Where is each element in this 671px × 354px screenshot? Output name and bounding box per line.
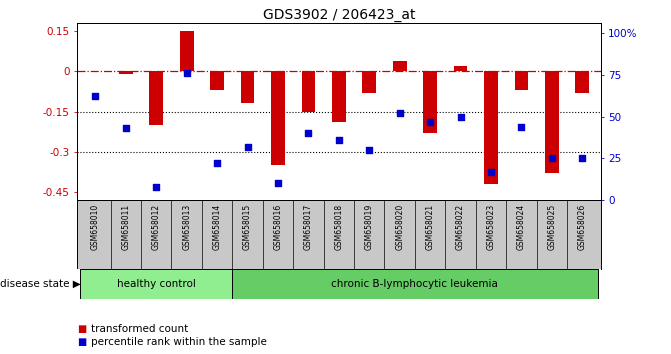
Point	[90, 94, 101, 99]
Point	[395, 110, 405, 116]
Point	[516, 124, 527, 129]
Title: GDS3902 / 206423_at: GDS3902 / 206423_at	[262, 8, 415, 22]
Text: GSM658016: GSM658016	[274, 204, 282, 250]
Text: GSM658024: GSM658024	[517, 204, 526, 250]
Text: GSM658014: GSM658014	[213, 204, 221, 250]
Point	[181, 70, 192, 76]
Text: GSM658022: GSM658022	[456, 204, 465, 250]
Text: GSM658013: GSM658013	[183, 204, 191, 250]
Text: GSM658015: GSM658015	[243, 204, 252, 250]
Text: GSM658011: GSM658011	[121, 204, 130, 250]
Bar	[484, 71, 498, 184]
Bar	[515, 71, 528, 90]
Point	[242, 144, 253, 149]
Text: GSM658018: GSM658018	[334, 204, 344, 250]
Text: percentile rank within the sample: percentile rank within the sample	[91, 337, 266, 347]
Point	[212, 160, 223, 166]
Bar	[301, 71, 315, 112]
Bar	[241, 71, 254, 103]
Bar	[81, 269, 232, 299]
Text: GSM658026: GSM658026	[578, 204, 586, 250]
Text: ■: ■	[77, 337, 87, 347]
Text: transformed count: transformed count	[91, 324, 188, 334]
Bar	[332, 71, 346, 122]
Bar	[150, 71, 163, 125]
Text: GSM658021: GSM658021	[425, 204, 435, 250]
Text: GSM658019: GSM658019	[365, 204, 374, 250]
Text: ■: ■	[77, 324, 87, 334]
Bar	[210, 71, 224, 90]
Point	[333, 137, 344, 143]
Bar	[454, 66, 468, 71]
Text: healthy control: healthy control	[117, 279, 196, 289]
Bar	[576, 71, 589, 93]
Bar	[393, 61, 407, 71]
Point	[577, 155, 588, 161]
Point	[151, 184, 162, 189]
Point	[455, 114, 466, 119]
Text: GSM658012: GSM658012	[152, 204, 161, 250]
Point	[546, 155, 557, 161]
Point	[121, 125, 132, 131]
Point	[303, 130, 314, 136]
Text: GSM658017: GSM658017	[304, 204, 313, 250]
Text: GSM658025: GSM658025	[548, 204, 556, 250]
Point	[272, 181, 283, 186]
Bar	[119, 71, 133, 74]
Bar	[362, 71, 376, 93]
Bar	[180, 31, 193, 71]
Text: GSM658010: GSM658010	[91, 204, 100, 250]
Point	[486, 169, 497, 175]
Point	[425, 119, 435, 124]
Point	[364, 147, 374, 153]
Text: chronic B-lymphocytic leukemia: chronic B-lymphocytic leukemia	[331, 279, 499, 289]
Bar	[232, 269, 597, 299]
Text: disease state ▶: disease state ▶	[0, 279, 81, 289]
Bar	[545, 71, 559, 173]
Bar	[423, 71, 437, 133]
Text: GSM658020: GSM658020	[395, 204, 404, 250]
Text: GSM658023: GSM658023	[486, 204, 495, 250]
Bar	[271, 71, 285, 165]
